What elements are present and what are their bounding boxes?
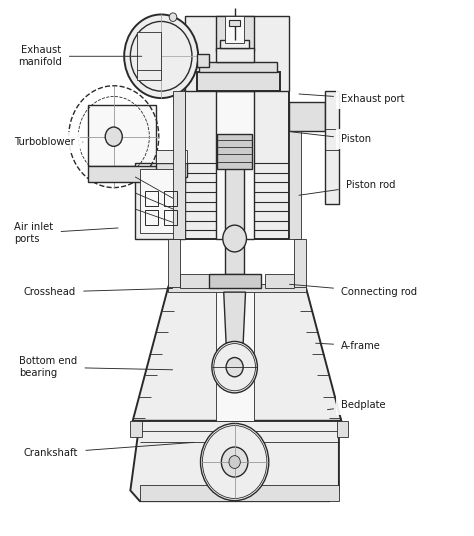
Bar (156, 163, 187, 177)
Bar (209, 274, 261, 288)
Circle shape (223, 225, 246, 252)
Bar (225, 16, 244, 43)
Bar (135, 163, 185, 239)
Bar (164, 191, 177, 206)
Text: Air inlet
ports: Air inlet ports (14, 222, 118, 244)
Bar (137, 32, 161, 80)
Bar (289, 131, 301, 239)
Bar (289, 102, 325, 131)
Text: Connecting rod: Connecting rod (290, 284, 418, 297)
Bar (197, 72, 280, 91)
Text: Turboblower: Turboblower (14, 137, 83, 147)
Polygon shape (224, 292, 246, 343)
Circle shape (221, 447, 248, 477)
Bar (88, 105, 156, 166)
Bar (216, 287, 254, 421)
Bar (185, 16, 289, 91)
Text: Crosshead: Crosshead (24, 287, 173, 297)
Bar (168, 284, 306, 292)
Circle shape (229, 456, 240, 468)
Polygon shape (130, 421, 339, 501)
Bar (337, 421, 348, 437)
Bar (145, 210, 158, 225)
Circle shape (124, 14, 198, 98)
Circle shape (169, 13, 177, 21)
Circle shape (201, 423, 269, 501)
Bar (294, 239, 306, 287)
Bar (197, 54, 209, 67)
Text: Piston rod: Piston rod (299, 180, 395, 195)
Bar (130, 421, 142, 437)
Bar (140, 169, 180, 233)
Bar (265, 274, 294, 288)
Circle shape (105, 127, 122, 146)
Circle shape (212, 341, 257, 393)
Text: A-frame: A-frame (316, 341, 381, 351)
Bar (164, 210, 177, 225)
Bar (156, 150, 187, 163)
Bar (216, 91, 254, 239)
Bar (229, 20, 240, 26)
Bar (325, 91, 339, 204)
Bar (199, 62, 277, 72)
Text: Bedplate: Bedplate (328, 400, 386, 410)
Bar (140, 485, 339, 501)
Text: Bottom end
bearing: Bottom end bearing (19, 356, 173, 378)
Bar (145, 191, 158, 206)
Text: Crankshaft: Crankshaft (24, 442, 194, 458)
Bar (216, 16, 254, 51)
Bar (225, 154, 244, 274)
Bar (185, 91, 289, 239)
Text: Piston: Piston (290, 132, 372, 144)
Bar (220, 40, 249, 48)
Bar (88, 166, 185, 182)
Bar (217, 134, 252, 169)
Text: Exhaust port: Exhaust port (299, 94, 405, 104)
Bar (173, 91, 185, 239)
Circle shape (226, 358, 243, 377)
Bar (168, 239, 180, 287)
Bar (216, 48, 254, 62)
Polygon shape (133, 287, 341, 421)
Text: Exhaust
manifold: Exhaust manifold (18, 46, 142, 67)
Bar (180, 274, 209, 288)
